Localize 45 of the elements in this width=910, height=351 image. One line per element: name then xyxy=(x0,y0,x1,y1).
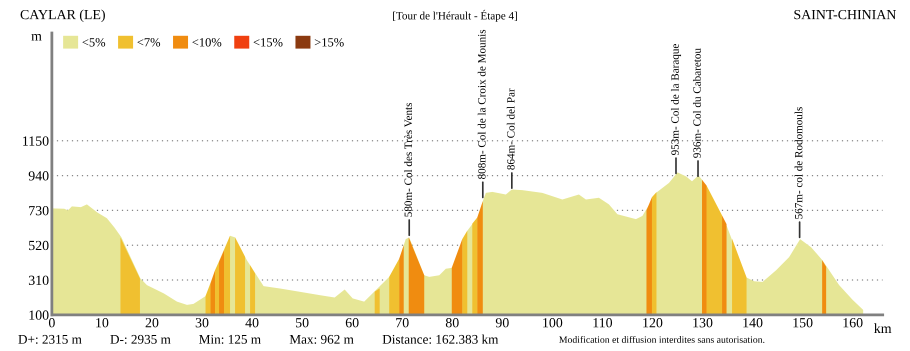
x-tick-label: 120 xyxy=(643,318,662,328)
x-tick-label: 20 xyxy=(146,318,158,328)
x-tick-label: 80 xyxy=(446,318,459,328)
x-tick-label: 150 xyxy=(793,318,813,328)
x-tick-label: 90 xyxy=(496,318,509,328)
y-tick-label: 730 xyxy=(29,206,49,216)
y-tick-label: 520 xyxy=(29,240,49,250)
x-tick-label: 110 xyxy=(593,318,612,328)
y-tick-label: 310 xyxy=(28,276,49,285)
x-tick-label: 60 xyxy=(346,318,359,328)
chart-title: [Tour de l'Hérault - Étape 4] xyxy=(393,10,517,22)
text: Modification et diffusion interdites sans autorisation. xyxy=(559,336,764,343)
annotation: 864m- Col del Par xyxy=(506,88,515,170)
x-tick-label: 70 xyxy=(396,318,409,328)
legend-label: <5% xyxy=(82,38,106,47)
legend-label: <10% xyxy=(192,38,222,47)
y-tick-label: 940 xyxy=(28,171,49,181)
x-tick-label: 10 xyxy=(96,318,108,328)
x-tick-label: 140 xyxy=(743,318,762,328)
annotation: 808m- Col de la Croix de Mounis xyxy=(478,30,486,179)
x-tick-label: 160 xyxy=(843,318,863,328)
x-tick-label: 30 xyxy=(196,318,208,328)
x-tick-label: 50 xyxy=(296,318,309,328)
y-tick-label: 100 xyxy=(29,310,49,320)
y-axis-title: m xyxy=(31,34,42,41)
annotation: 936m- Col du Cabaretou xyxy=(692,48,701,158)
annotation: 580m- Col des Très Vents xyxy=(404,102,412,217)
x-tick-label: 130 xyxy=(693,318,712,328)
text: Max: 962 m xyxy=(290,334,354,344)
legend-label: <15% xyxy=(254,38,283,47)
annotation: 953m- Col de la Baraque xyxy=(670,44,682,156)
text: CAYLAR (LE) xyxy=(20,9,105,22)
x-axis-title: km xyxy=(874,323,892,333)
text: D+: 2315 m xyxy=(18,334,82,344)
text: Distance: 162.383 km xyxy=(382,334,498,344)
text: D-: 2935 m xyxy=(110,334,171,344)
x-tick-label: 100 xyxy=(543,318,562,328)
y-tick-label: 1150 xyxy=(23,136,49,146)
annotation: 567m- col de Rodomouls xyxy=(794,107,802,219)
text: Min: 125 m xyxy=(199,334,261,344)
legend-label: <7% xyxy=(137,38,160,47)
text: SAINT-CHINIAN xyxy=(794,10,896,20)
x-tick-label: 0 xyxy=(48,318,55,328)
legend-label: >15% xyxy=(314,38,344,47)
x-tick-label: 40 xyxy=(245,318,258,328)
